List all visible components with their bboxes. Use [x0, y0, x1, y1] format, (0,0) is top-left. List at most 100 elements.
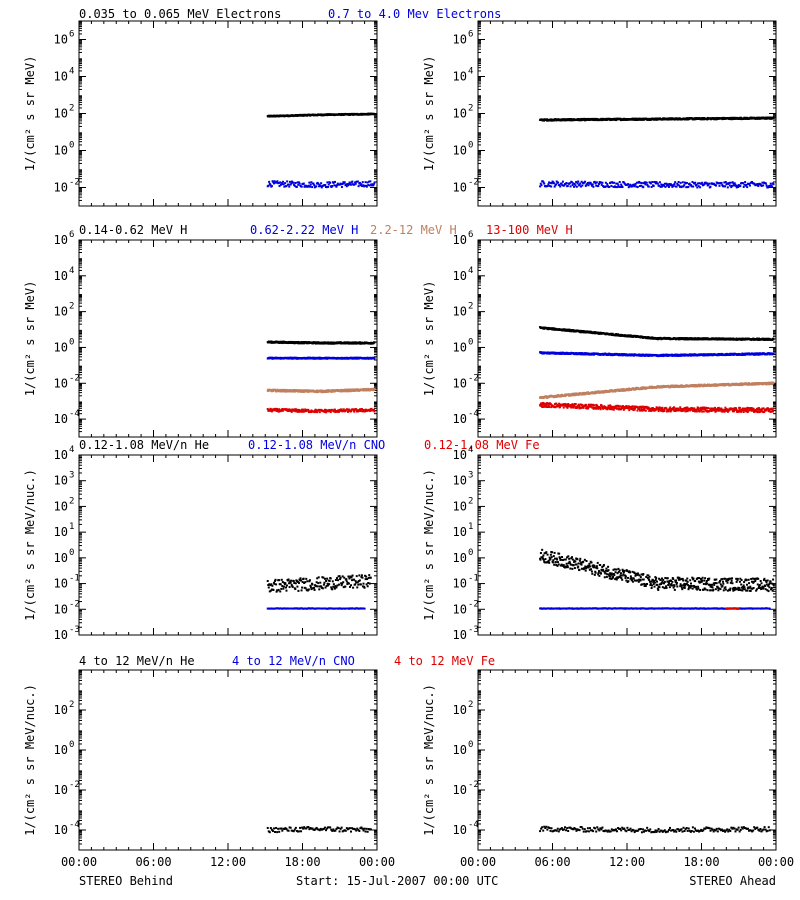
data-point — [668, 182, 671, 185]
data-point — [361, 410, 364, 413]
data-point — [368, 184, 371, 187]
data-point — [645, 181, 648, 184]
data-point — [286, 408, 289, 411]
data-point — [695, 183, 698, 186]
data-point — [305, 410, 308, 413]
data-point — [606, 183, 609, 186]
y-tick-label: 10 — [54, 181, 68, 195]
data-point — [770, 184, 773, 187]
series-1 — [539, 351, 775, 358]
data-point — [701, 118, 704, 121]
data-point — [689, 353, 692, 356]
data-point — [329, 411, 332, 414]
data-point — [297, 390, 300, 393]
data-point — [693, 354, 696, 357]
data-point — [277, 182, 280, 185]
data-point — [584, 353, 587, 356]
data-point — [636, 186, 639, 189]
data-point — [674, 181, 677, 184]
data-point — [685, 181, 688, 184]
data-point — [756, 183, 759, 186]
data-point — [741, 352, 744, 355]
data-point — [669, 183, 672, 186]
data-point — [300, 410, 303, 413]
data-point — [338, 410, 341, 413]
y-tick-exponent: -4 — [468, 409, 479, 419]
y-tick-exponent: 0 — [69, 141, 74, 151]
data-point — [324, 184, 327, 187]
data-point — [633, 354, 636, 357]
data-point — [325, 411, 328, 414]
data-point — [683, 184, 686, 187]
data-point — [283, 185, 286, 188]
y-tick-exponent: 4 — [69, 266, 74, 276]
data-point — [285, 390, 288, 393]
data-point — [291, 180, 294, 183]
data-point — [279, 183, 282, 186]
data-point — [573, 185, 576, 188]
data-point — [297, 183, 300, 186]
data-point — [667, 185, 670, 188]
data-point — [355, 410, 358, 413]
data-point — [771, 185, 774, 188]
data-point — [730, 184, 733, 187]
data-point — [651, 181, 654, 184]
data-point — [313, 411, 316, 414]
y-tick-label: 10 — [54, 269, 68, 283]
data-point — [362, 184, 365, 187]
data-point — [333, 408, 336, 411]
data-point — [278, 185, 281, 188]
data-point — [633, 185, 636, 188]
data-point — [558, 183, 561, 186]
data-point — [353, 410, 356, 413]
data-point — [300, 185, 303, 188]
data-point — [289, 183, 292, 186]
data-point — [634, 182, 637, 185]
data-point — [347, 183, 350, 186]
data-point — [619, 186, 622, 189]
data-point — [542, 181, 545, 184]
data-point — [356, 409, 359, 412]
data-point — [292, 181, 295, 184]
data-point — [351, 180, 354, 183]
data-point — [579, 185, 582, 188]
data-point — [691, 180, 694, 183]
data-point — [697, 185, 700, 188]
data-point — [303, 342, 306, 345]
data-point — [687, 185, 690, 188]
data-point — [638, 180, 641, 183]
data-point — [367, 184, 370, 187]
data-point — [352, 408, 355, 411]
data-point — [614, 186, 617, 189]
data-point — [769, 184, 772, 187]
data-point — [660, 183, 663, 186]
data-point — [335, 185, 338, 188]
data-point — [642, 353, 645, 356]
data-point — [742, 182, 745, 185]
data-point — [326, 181, 329, 184]
data-point — [373, 181, 376, 184]
data-point — [600, 183, 603, 186]
data-point — [336, 410, 339, 413]
data-point — [772, 183, 775, 186]
data-point — [566, 184, 569, 187]
data-point — [541, 180, 544, 183]
data-point — [343, 181, 346, 184]
data-point — [615, 186, 618, 189]
data-point — [670, 184, 673, 187]
y-tick-exponent: 4 — [468, 67, 473, 77]
y-tick-label: 10 — [453, 233, 467, 247]
data-point — [340, 183, 343, 186]
data-point — [732, 182, 735, 185]
data-point — [604, 181, 607, 184]
data-point — [320, 389, 323, 392]
data-point — [318, 183, 321, 186]
data-point — [690, 184, 693, 187]
data-point — [682, 185, 685, 188]
data-point — [305, 389, 308, 392]
data-point — [339, 341, 342, 344]
data-point — [288, 408, 291, 411]
data-point — [367, 180, 370, 183]
data-point — [354, 182, 357, 185]
